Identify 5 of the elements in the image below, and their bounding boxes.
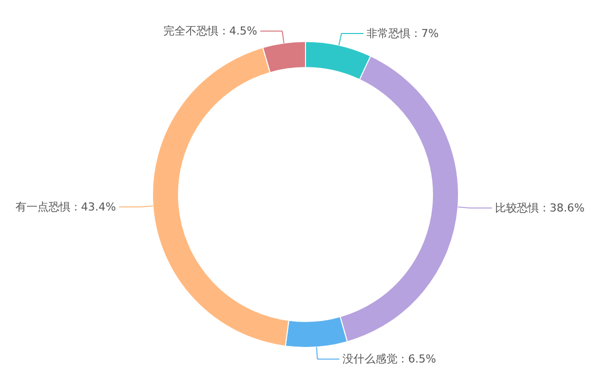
slice-label: 没什么感觉 : 6.5% xyxy=(342,352,436,366)
slice-label: 非常恐惧 : 7% xyxy=(366,26,439,40)
slice-label: 有一点恐惧 : 43.4% xyxy=(15,200,116,214)
slice-label: 完全不恐惧 : 4.5% xyxy=(164,24,258,38)
slice-label: 比较恐惧 : 38.6% xyxy=(494,201,585,214)
